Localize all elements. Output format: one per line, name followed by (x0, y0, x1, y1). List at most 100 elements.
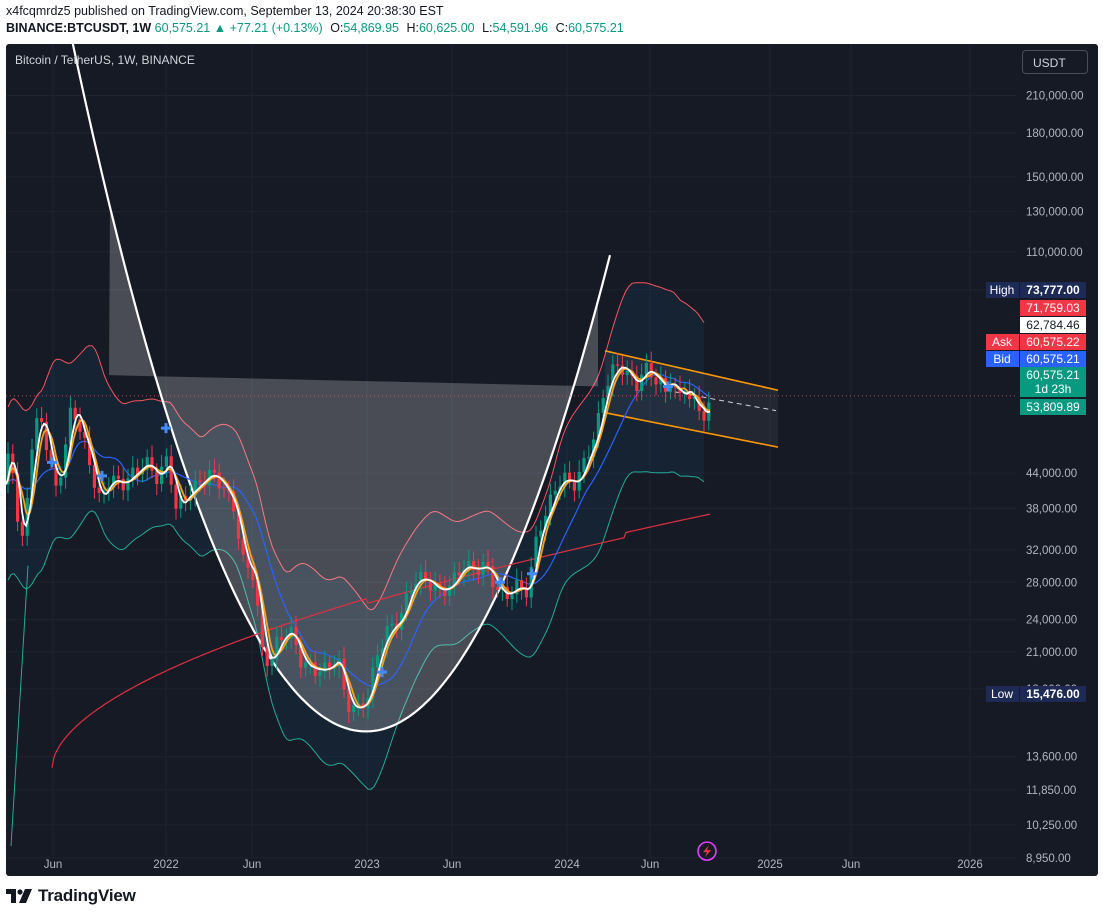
price-label-tag-text: Ask (992, 335, 1013, 349)
y-tick-label: 28,000.00 (1026, 577, 1077, 589)
candle-body (390, 623, 394, 627)
x-tick-label: 2025 (757, 859, 783, 871)
candle-body (457, 572, 461, 576)
candle-body (304, 662, 308, 668)
chart-legend: Bitcoin / TetherUS, 1W, BINANCE (15, 53, 195, 67)
candle-body (256, 580, 260, 606)
candle-body (265, 647, 269, 666)
y-tick-label: 38,000.00 (1026, 504, 1077, 516)
candle-body (121, 478, 125, 491)
candle-body (640, 374, 644, 392)
y-tick-label: 11,850.00 (1026, 785, 1076, 797)
ma-red-line (51, 513, 711, 768)
candle-body (251, 567, 255, 581)
signal-marker (663, 381, 673, 392)
candle-body (635, 375, 639, 392)
tradingview-brand: TradingView (38, 886, 136, 905)
candle-body (702, 411, 706, 421)
y-tick-label: 21,000.00 (1026, 647, 1077, 659)
price-label-value: 60,575.22 (1026, 335, 1080, 349)
candle-body (428, 580, 432, 591)
candle-body (371, 667, 375, 699)
candle-body (30, 449, 34, 498)
candle-body (568, 472, 572, 481)
y-tick-label: 8,950.00 (1026, 853, 1071, 865)
upper-band-line (7, 282, 705, 611)
cup-curve (71, 44, 612, 733)
candle-body (6, 453, 10, 485)
candle-body (222, 488, 226, 490)
price-label-tag-text: High (990, 283, 1015, 297)
candle-body (136, 467, 140, 475)
candle-body (44, 421, 48, 451)
symbol-name[interactable]: BINANCE:BTCUSDT (6, 21, 126, 35)
candle-body (342, 658, 346, 690)
candle-body (68, 407, 72, 445)
candle-body (328, 662, 332, 669)
candle-body (476, 570, 480, 575)
y-tick-label: 32,000.00 (1026, 545, 1077, 557)
candle-body (520, 580, 524, 589)
candle-body (155, 470, 159, 485)
candle-body (347, 689, 351, 712)
price-label-value: 53,809.89 (1026, 400, 1080, 414)
tradingview-logo[interactable]: TradingView (6, 884, 136, 908)
candle-body (64, 444, 68, 478)
price-label-box (1020, 381, 1086, 397)
candle-body (59, 477, 63, 486)
chart-pane[interactable]: 210,000.00 180,000.00 150,000.00 130,000.00… (6, 44, 1098, 876)
candle-body (49, 450, 53, 461)
candle-body (193, 480, 197, 497)
interval: , 1W (125, 21, 152, 35)
candle-body (659, 377, 663, 385)
candle-body (606, 385, 610, 399)
symbol-info-line: BINANCE:BTCUSDT, 1W 60,575.21 ▲ +77.21 (… (6, 21, 624, 35)
candle-body (97, 487, 101, 493)
x-tick-label: Jun (842, 859, 861, 871)
y-tick-label: 10,250.00 (1026, 820, 1077, 832)
candle-body (275, 636, 279, 660)
y-tick-label: 180,000.00 (1026, 128, 1084, 140)
candle-body (270, 659, 274, 666)
price-label-tag (986, 334, 1019, 350)
open-label: O: (330, 21, 344, 35)
candle-body (472, 560, 476, 571)
candle-body (20, 521, 24, 536)
candle-body (35, 418, 39, 450)
signal-marker (527, 568, 537, 579)
candle-body (433, 583, 437, 591)
x-tick-label: 2024 (554, 859, 580, 871)
candle-body (385, 626, 389, 649)
candle-body (452, 572, 456, 586)
price-label-value: 60,575.21 (1026, 368, 1080, 382)
price-label-value: 73,777.00 (1026, 283, 1080, 297)
candle-body (212, 469, 216, 473)
candle-body (644, 363, 648, 375)
price-label-box (1020, 351, 1086, 367)
price-chart[interactable]: 210,000.00 180,000.00 150,000.00 130,000.00… (6, 44, 1098, 876)
candle-body (126, 478, 130, 491)
candle-body (16, 473, 20, 522)
currency-button[interactable]: USDT (1022, 50, 1088, 74)
signal-marker (495, 577, 505, 588)
candle-body (486, 561, 490, 567)
candle-body (596, 413, 600, 440)
price-label-value: 15,476.00 (1026, 687, 1080, 701)
high-value: 60,625.00 (418, 21, 475, 35)
candle-body (582, 457, 586, 472)
y-tick-label: 110,000.00 (1026, 247, 1083, 259)
candle-body (654, 377, 658, 385)
candle-body (688, 390, 692, 400)
candle-body (649, 363, 653, 378)
price-label-box (1020, 282, 1086, 298)
x-tick-label: 2026 (957, 859, 983, 871)
candle-body (198, 480, 202, 482)
candle-body (25, 497, 29, 536)
candle-body (280, 636, 284, 641)
ma-blue-line (6, 373, 711, 687)
y-tick-label: 150,000.00 (1026, 172, 1084, 184)
close-label: C: (555, 21, 569, 35)
candle-body (572, 480, 576, 491)
candle-body (524, 588, 528, 598)
low-label: L: (482, 21, 493, 35)
